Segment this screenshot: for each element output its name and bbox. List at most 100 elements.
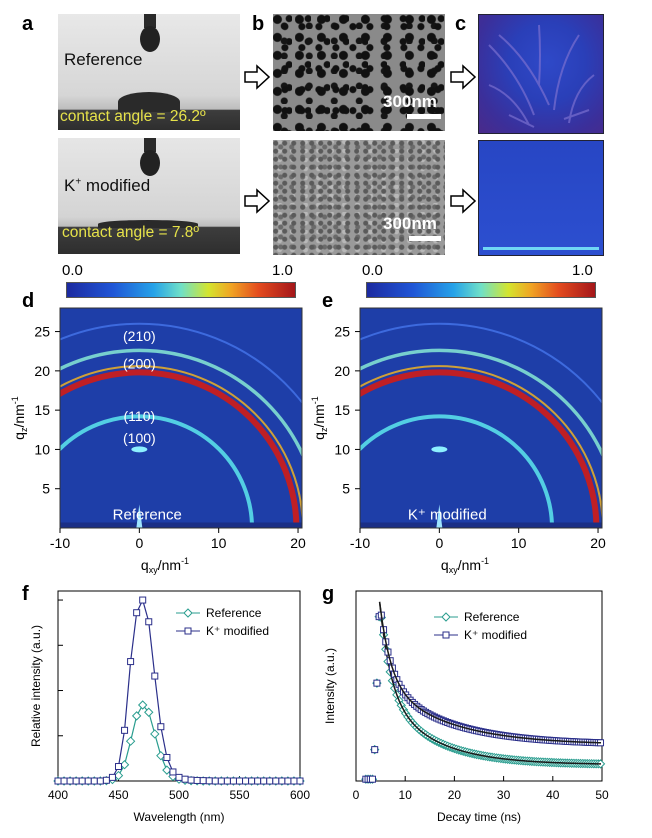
y-axis-label: qz/nm-1 — [10, 396, 29, 440]
x-tick-label: 0 — [353, 788, 360, 802]
peak-label: (210) — [123, 328, 156, 344]
data-point — [272, 777, 280, 785]
x-axis-label: Wavelength (nm) — [134, 810, 225, 824]
y-axis-label: Relative intensity (a.u.) — [29, 625, 43, 747]
data-point — [205, 777, 213, 785]
data-point — [290, 777, 298, 785]
data-point — [296, 777, 304, 785]
ring-210 — [60, 348, 302, 458]
panel-label-a: a — [22, 13, 34, 35]
sample-label: K⁺ modified — [408, 507, 487, 524]
x-tick-label: 40 — [546, 788, 560, 802]
sem-image-reference: 300nm — [273, 14, 445, 131]
trpl-decay-chart: 0 10 20 30 40 50 Decay time (ns) Intensity (a.u… — [323, 590, 609, 824]
y-tick-label: 15 — [34, 402, 50, 418]
scale-bar — [407, 114, 441, 119]
data-point — [242, 777, 250, 785]
x-tick-label: 500 — [169, 788, 189, 802]
series-line — [58, 703, 300, 782]
panel-label-g: g — [322, 583, 335, 605]
x-tick-label: -10 — [350, 535, 370, 551]
data-point — [108, 773, 116, 781]
beam-stop — [436, 504, 443, 528]
data-point — [248, 777, 256, 785]
contact-angle-photo-k-modified: K+ modified contact angle = 7.8º — [58, 138, 240, 254]
colorbar-min-label: 0.0 — [362, 262, 383, 279]
horizon-shadow — [60, 522, 302, 528]
data-point — [131, 711, 142, 721]
panel-label-c: c — [455, 13, 467, 35]
data-point — [54, 777, 62, 785]
plot-frame — [359, 307, 603, 529]
data-point — [90, 777, 98, 785]
legend-label: K⁺ modified — [464, 628, 527, 642]
x-tick-label: 0 — [435, 535, 443, 551]
data-point — [229, 777, 237, 785]
data-point — [284, 777, 292, 785]
data-point — [72, 777, 80, 785]
giwaxs-background — [60, 308, 302, 528]
contact-angle-photo-reference: Reference contact angle = 26.2º — [58, 14, 240, 130]
pendant-droplet — [140, 26, 160, 52]
x-tick-label: 20 — [448, 788, 462, 802]
legend-label: Reference — [464, 610, 520, 624]
ring-outer — [60, 322, 302, 405]
data-point — [150, 729, 160, 739]
data-point — [368, 775, 376, 783]
x-tick-label: 30 — [497, 788, 511, 802]
y-tick-label: 10 — [34, 441, 50, 457]
x-tick-label: 20 — [590, 535, 606, 551]
plot-frame — [355, 590, 603, 782]
data-point — [278, 777, 286, 785]
data-point — [187, 776, 195, 784]
panel-label-f: f — [22, 583, 29, 605]
x-axis-label: qxy/nm-1 — [141, 556, 189, 575]
legend-label: Reference — [206, 606, 262, 620]
panel-label-e: e — [322, 290, 334, 312]
y-tick-label: 5 — [42, 481, 50, 497]
fit-line — [378, 601, 602, 744]
y-axis-label: Intensity (a.u.) — [323, 648, 337, 724]
data-point — [169, 768, 177, 776]
x-tick-label: 50 — [595, 788, 609, 802]
horizon-shadow — [360, 522, 602, 528]
data-point — [127, 658, 135, 666]
sessile-droplet — [98, 220, 198, 228]
data-point — [102, 776, 110, 784]
data-point — [60, 777, 68, 785]
x-tick-label: 600 — [290, 788, 310, 802]
dendrite-pattern — [488, 24, 595, 128]
reference-contact-angle: contact angle = 26.2º — [60, 108, 206, 125]
ring-110 — [60, 414, 254, 528]
peak-label: (100) — [123, 430, 156, 446]
x-tick-label: -10 — [50, 535, 70, 551]
data-point — [115, 763, 122, 771]
film-photo-reference — [478, 14, 604, 134]
y-tick-label: 10 — [334, 441, 350, 457]
data-point — [125, 736, 136, 746]
data-point — [163, 753, 171, 761]
legend-marker — [442, 631, 450, 639]
arrow-right-icon — [244, 188, 270, 214]
y-axis-label: qz/nm-1 — [310, 396, 329, 440]
data-point — [84, 777, 92, 785]
needle — [144, 138, 156, 152]
pendant-droplet — [140, 150, 160, 176]
beam-stop — [136, 504, 143, 528]
giwaxs-background — [360, 308, 602, 528]
colorbar-min-label: 0.0 — [62, 262, 83, 279]
data-point — [373, 679, 381, 687]
colorbar — [366, 282, 596, 298]
ring-200-edge — [60, 365, 302, 528]
data-point — [181, 775, 189, 783]
y-tick-label: 25 — [334, 324, 350, 340]
plot-frame — [59, 307, 303, 529]
x-tick-label: 400 — [48, 788, 68, 802]
ring-200 — [60, 369, 300, 528]
data-point — [137, 700, 148, 710]
data-point — [175, 773, 183, 781]
plot-frame — [57, 590, 301, 782]
peak-label: (110) — [124, 408, 156, 424]
ring-outer — [360, 322, 602, 405]
data-point — [193, 776, 201, 784]
